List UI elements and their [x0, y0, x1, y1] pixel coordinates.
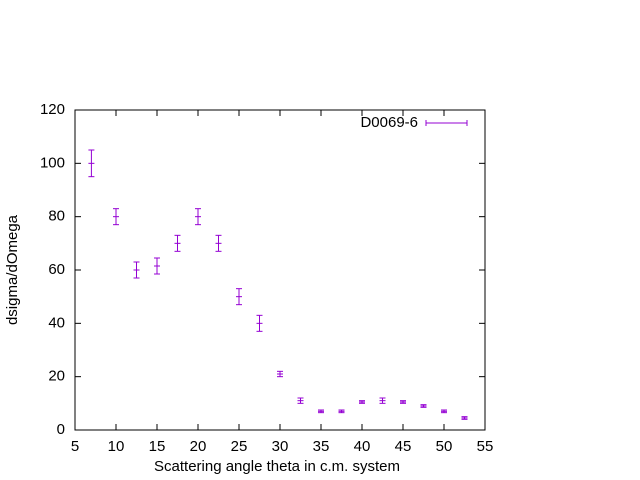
x-tick-label: 15 — [149, 438, 166, 455]
x-tick-label: 5 — [71, 438, 79, 455]
y-tick-label: 120 — [40, 101, 65, 118]
error-point — [338, 409, 345, 414]
error-point — [359, 400, 365, 404]
x-tick-label: 35 — [313, 438, 330, 455]
x-tick-label: 55 — [477, 438, 494, 455]
x-axis-label: Scattering angle theta in c.m. system — [154, 458, 400, 475]
legend-label: D0069-6 — [360, 114, 418, 131]
error-point — [256, 314, 263, 332]
x-tick-label: 40 — [354, 438, 371, 455]
y-tick-label: 40 — [48, 314, 65, 331]
y-tick-label: 80 — [48, 208, 65, 225]
error-point — [297, 397, 304, 404]
error-point — [88, 149, 95, 178]
error-point — [461, 416, 468, 420]
error-point — [420, 404, 427, 408]
error-point — [441, 409, 447, 414]
x-tick-label: 30 — [272, 438, 289, 455]
error-point — [195, 208, 201, 226]
error-point — [318, 409, 324, 414]
error-point — [113, 208, 119, 226]
y-tick-label: 60 — [48, 261, 65, 278]
error-point — [379, 397, 386, 404]
x-tick-label: 50 — [436, 438, 453, 455]
y-tick-label: 100 — [40, 154, 65, 171]
x-tick-label: 20 — [190, 438, 207, 455]
error-point — [154, 257, 160, 275]
error-point — [236, 288, 242, 306]
y-tick-label: 0 — [57, 421, 65, 438]
x-tick-label: 45 — [395, 438, 412, 455]
error-point — [133, 261, 140, 279]
error-point — [215, 234, 222, 252]
x-tick-label: 10 — [108, 438, 125, 455]
y-axis-label: dsigma/dOmega — [4, 214, 21, 325]
y-tick-label: 20 — [48, 368, 65, 385]
error-point — [174, 234, 181, 252]
error-point — [400, 400, 406, 404]
error-point — [277, 370, 283, 378]
x-tick-label: 25 — [231, 438, 248, 455]
